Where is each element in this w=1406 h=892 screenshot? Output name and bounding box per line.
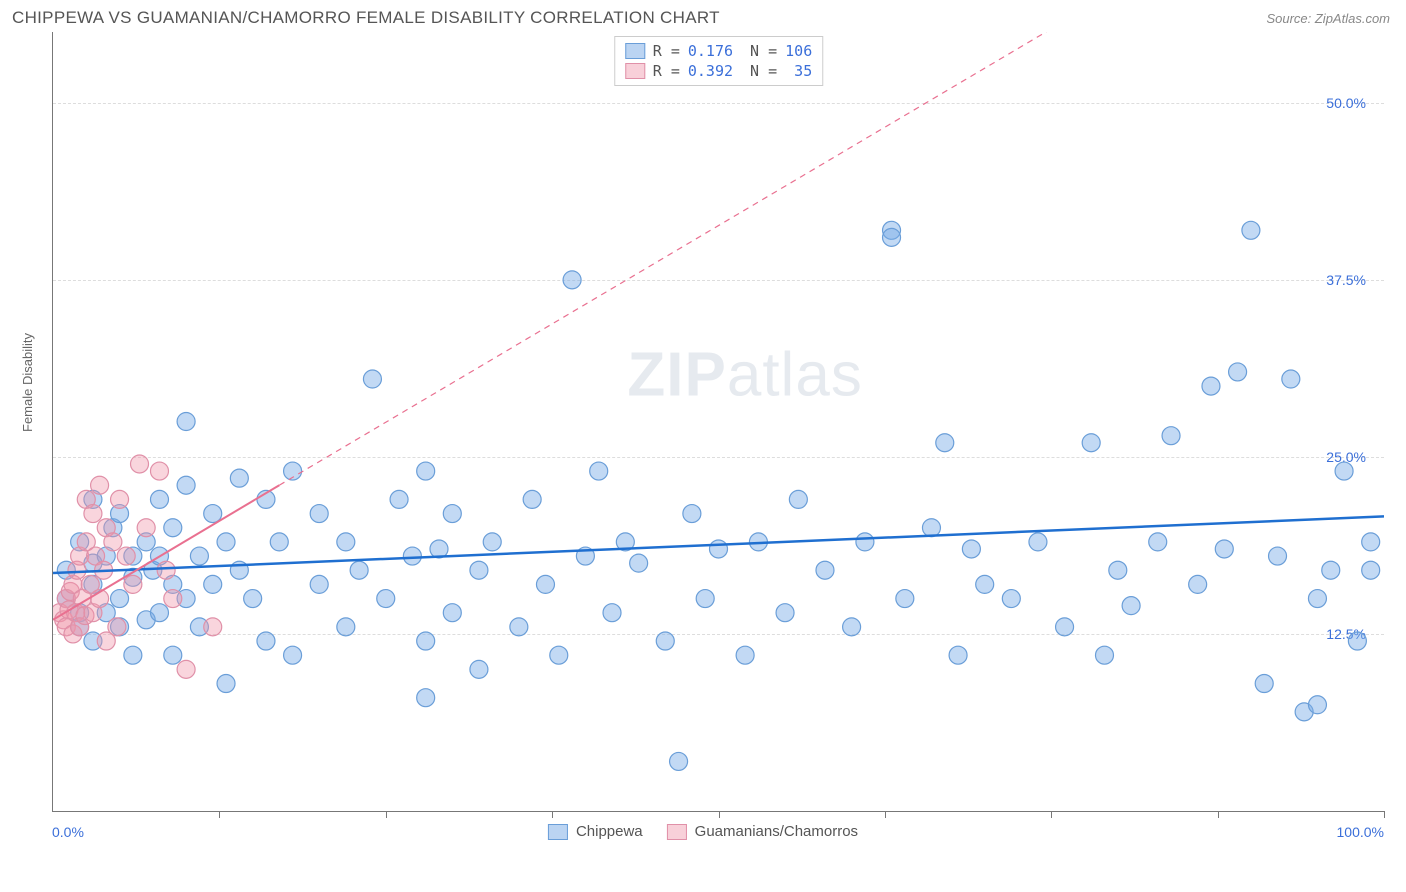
swatch-pink-icon [625,63,645,79]
scatter-plot-svg [53,32,1384,811]
legend-row-guamanian: R = 0.392 N = 35 [625,61,812,81]
legend-row-chippewa: R = 0.176 N = 106 [625,41,812,61]
r-value-guamanian: 0.392 [688,62,733,80]
swatch-pink-icon [667,824,687,840]
legend-item-guamanian: Guamanians/Chamorros [667,823,858,840]
legend-label: Chippewa [576,823,643,840]
x-tick-min: 0.0% [52,824,84,840]
swatch-blue-icon [625,43,645,59]
n-value-chippewa: 106 [785,42,812,60]
legend-item-chippewa: Chippewa [548,823,643,840]
chart-title: CHIPPEWA VS GUAMANIAN/CHAMORRO FEMALE DI… [12,8,720,28]
correlation-legend: R = 0.176 N = 106 R = 0.392 N = 35 [614,36,823,86]
chart-container: Female Disability ZIPatlas R = 0.176 N =… [12,32,1394,862]
r-value-chippewa: 0.176 [688,42,733,60]
legend-label: Guamanians/Chamorros [695,823,858,840]
series-legend: Chippewa Guamanians/Chamorros [540,823,866,840]
swatch-blue-icon [548,824,568,840]
source-attribution: Source: ZipAtlas.com [1266,11,1390,26]
n-value-guamanian: 35 [794,62,812,80]
y-axis-label: Female Disability [20,333,35,432]
plot-area: ZIPatlas R = 0.176 N = 106 R = 0.392 N =… [52,32,1384,812]
x-tick-max: 100.0% [1337,824,1384,840]
